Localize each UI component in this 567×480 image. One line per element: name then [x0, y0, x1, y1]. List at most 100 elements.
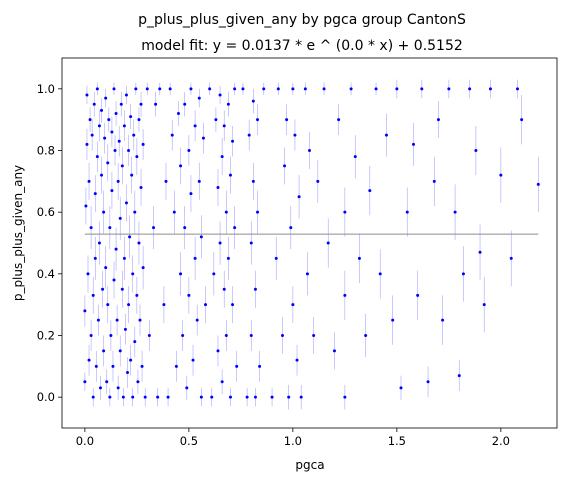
data-point — [124, 93, 128, 97]
data-point — [105, 380, 109, 384]
data-point — [280, 334, 284, 337]
data-point — [114, 112, 118, 115]
data-point — [147, 334, 151, 337]
data-point — [130, 173, 134, 177]
data-point — [220, 155, 224, 159]
data-point — [83, 309, 87, 313]
data-point — [141, 266, 145, 270]
x-tick-label: 1.5 — [388, 434, 406, 448]
plot-axes: 0.0 0.5 1.0 1.5 2.0 0.0 0.2 0.4 0.6 0.8 1.0 — [37, 57, 558, 448]
data-point — [193, 256, 197, 260]
data-point — [308, 149, 311, 152]
data-point — [262, 87, 266, 91]
data-point — [536, 182, 540, 186]
data-point — [96, 318, 100, 322]
data-point — [283, 164, 287, 168]
data-point — [134, 87, 138, 91]
data-point — [520, 118, 524, 122]
data-point — [170, 133, 174, 137]
data-point — [124, 201, 128, 205]
data-point — [143, 395, 147, 399]
data-point — [312, 334, 316, 337]
data-point — [468, 87, 472, 91]
data-point — [222, 287, 226, 291]
data-point — [447, 87, 451, 91]
data-point — [154, 102, 158, 106]
data-point — [251, 99, 255, 103]
data-point — [122, 256, 126, 260]
data-point — [139, 102, 143, 106]
data-point — [179, 272, 183, 276]
data-point — [235, 364, 239, 368]
data-point — [228, 395, 232, 399]
data-point — [116, 386, 120, 390]
data-point — [100, 108, 104, 112]
data-point — [135, 155, 139, 159]
chart-subtitle: model fit: y = 0.0137 * e ^ (0.0 * x) + … — [141, 38, 463, 54]
data-point — [245, 395, 249, 399]
data-point — [102, 210, 106, 214]
data-point — [101, 287, 105, 291]
data-point — [322, 87, 326, 91]
data-point — [98, 386, 102, 390]
data-point — [127, 303, 131, 307]
data-point — [89, 226, 93, 230]
data-point — [241, 87, 245, 91]
data-point — [168, 87, 172, 91]
data-point — [122, 124, 126, 128]
data-point — [349, 87, 353, 91]
data-point — [152, 226, 156, 230]
y-tick-label: 0.6 — [37, 205, 55, 219]
data-point — [133, 340, 137, 344]
data-point — [129, 115, 133, 119]
data-point — [374, 87, 378, 91]
data-point — [139, 186, 143, 189]
data-point — [461, 272, 465, 276]
data-point — [197, 179, 201, 183]
data-point — [135, 293, 139, 297]
data-point — [92, 102, 96, 106]
data-point — [224, 334, 228, 337]
data-point — [172, 210, 176, 214]
x-tick-label: 1.0 — [284, 434, 302, 448]
data-point — [201, 136, 205, 140]
data-point — [256, 118, 260, 122]
data-point — [228, 173, 232, 177]
data-point — [189, 87, 193, 91]
data-point — [478, 250, 482, 254]
data-point — [391, 318, 395, 322]
data-point — [100, 173, 104, 177]
data-point — [258, 364, 262, 368]
data-point — [110, 130, 114, 134]
data-point — [123, 327, 127, 331]
data-point — [353, 155, 357, 159]
data-point — [187, 293, 191, 297]
data-point — [453, 210, 457, 214]
data-point — [97, 124, 101, 128]
data-point — [233, 226, 237, 230]
data-point — [107, 118, 111, 122]
y-tick-label: 1.0 — [37, 82, 55, 96]
data-point — [220, 380, 224, 384]
data-point — [193, 124, 197, 128]
data-point — [368, 189, 372, 193]
data-point — [87, 358, 91, 362]
data-point — [482, 303, 486, 307]
data-point — [102, 349, 106, 353]
data-point — [395, 87, 399, 91]
x-tick-label: 0.0 — [76, 434, 94, 448]
data-point — [214, 118, 218, 122]
x-tick-label: 0.5 — [180, 434, 198, 448]
data-point — [337, 118, 341, 122]
data-point — [156, 395, 160, 399]
data-point — [199, 235, 203, 239]
data-point — [289, 226, 293, 230]
data-point — [84, 204, 88, 208]
data-point — [106, 161, 110, 165]
data-point — [113, 149, 117, 152]
data-point — [222, 124, 226, 128]
y-tick-label: 0.4 — [37, 267, 55, 281]
data-point — [231, 139, 235, 143]
data-point — [218, 93, 222, 97]
data-point — [118, 216, 122, 220]
